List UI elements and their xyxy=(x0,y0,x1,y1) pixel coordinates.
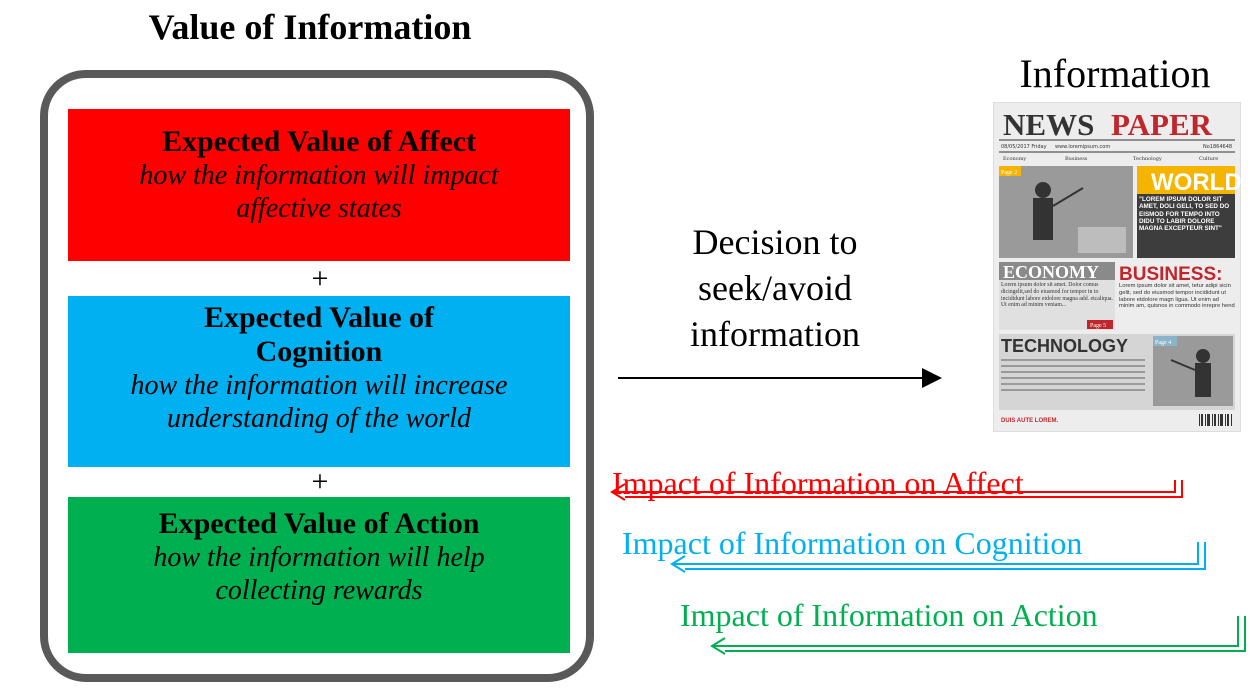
impact-cognition-arrow xyxy=(672,542,1199,565)
newspaper-world-heading: WORLD xyxy=(1151,169,1241,196)
expected-value-cognition-box: Expected Value of Cognition how the info… xyxy=(68,296,570,467)
affect-description: how the information will impact affectiv… xyxy=(139,160,499,224)
newspaper-masthead-paper: PAPER xyxy=(1111,107,1213,142)
newspaper-technology-heading: TECHNOLOGY xyxy=(1001,336,1128,356)
newspaper-illustration: NEWS PAPER 08/05/2017 Friday www.loremip… xyxy=(993,102,1241,432)
cognition-description: how the information will increase unders… xyxy=(130,370,508,434)
newspaper-url: www.loremipsum.com xyxy=(1055,144,1110,150)
cognition-heading: Expected Value of Cognition xyxy=(203,301,434,368)
affect-heading: Expected Value of Affect xyxy=(161,125,477,158)
newspaper-date: 08/05/2017 Friday xyxy=(1001,144,1047,150)
barcode-icon xyxy=(1199,414,1232,426)
diagram-title: Value of Information xyxy=(148,7,472,47)
newspaper-economy-heading: ECONOMY xyxy=(1003,262,1099,282)
newspaper-business-text: Lorem ipsum dolor sit amet, tetur adipi … xyxy=(1119,283,1235,310)
impact-action-label: Impact of Information on Action xyxy=(680,597,1098,633)
action-heading: Expected Value of Action xyxy=(158,507,480,540)
impact-affect-label: Impact of Information on Affect xyxy=(612,465,1024,501)
action-description: how the information will help collecting… xyxy=(153,542,485,606)
value-of-information-frame xyxy=(40,70,594,682)
impact-cognition-label: Impact of Information on Cognition xyxy=(622,525,1083,561)
information-label: Information xyxy=(1019,51,1211,96)
expected-value-action-box: Expected Value of Action how the informa… xyxy=(68,497,570,653)
newspaper-footer: DUIS AUTE LOREM. xyxy=(1001,418,1058,424)
impact-affect-arrow xyxy=(612,480,1176,493)
newspaper-issue: No1864648 xyxy=(1203,144,1232,150)
plus-sign-2: + xyxy=(311,465,329,498)
newspaper-business-heading: BUSINESS: xyxy=(1119,264,1222,285)
newspaper-page5: Page 5 xyxy=(1090,323,1106,329)
newspaper-page2: Page 2 xyxy=(1001,170,1017,176)
newspaper-page4: Page 4 xyxy=(1155,340,1171,346)
plus-sign-1: + xyxy=(311,262,329,295)
newspaper-section-economy: Economy xyxy=(1003,156,1026,162)
newspaper-economy-text: Lorem ipsum dolor sit amet. Dolor comus … xyxy=(1001,282,1113,309)
newspaper-world-quote: "LOREM IPSUM DOLOR SIT AMET, DOLI GELI, … xyxy=(1139,196,1230,233)
newspaper-section-technology: Technology xyxy=(1133,156,1162,162)
newspaper-section-business: Business xyxy=(1065,156,1088,162)
expected-value-affect-box: Expected Value of Affect how the informa… xyxy=(68,109,570,261)
newspaper-masthead-news: NEWS xyxy=(1003,107,1094,142)
newspaper-section-culture: Culture xyxy=(1199,156,1218,162)
decision-label: Decision to seek/avoid information xyxy=(690,222,860,354)
impact-action-arrow xyxy=(712,616,1239,647)
